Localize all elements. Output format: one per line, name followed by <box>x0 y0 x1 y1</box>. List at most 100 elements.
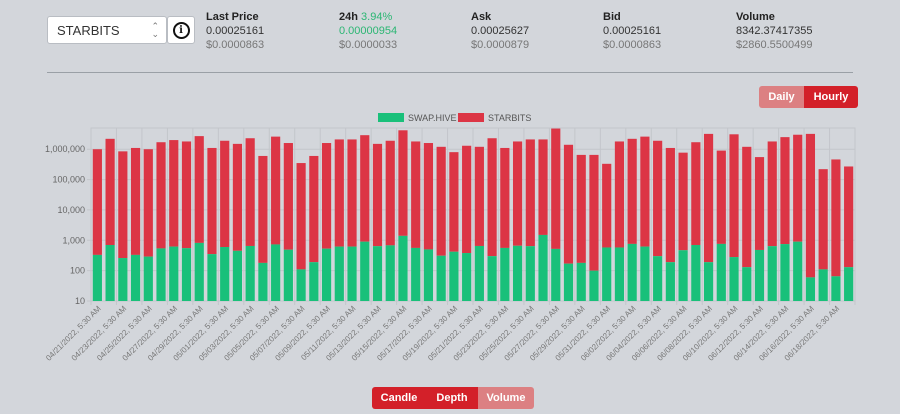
stat-label: Ask <box>471 11 492 23</box>
bar-swap-hive <box>487 256 497 301</box>
bar-starbits <box>334 139 344 247</box>
stat-bid: Bid 0.00025161 $0.0000863 <box>603 10 661 52</box>
y-tick-label: 100,000 <box>52 175 85 185</box>
bar-swap-hive <box>767 246 777 301</box>
bar-starbits <box>767 141 777 247</box>
bar-swap-hive <box>296 269 306 301</box>
candle-button[interactable]: Candle <box>372 387 426 409</box>
y-tick-label: 10,000 <box>57 205 85 215</box>
legend-swatch-swap-hive <box>378 113 404 122</box>
bar-swap-hive <box>754 249 765 301</box>
bar-starbits <box>449 152 459 252</box>
bar-swap-hive <box>462 253 472 301</box>
bar-swap-hive <box>551 248 561 301</box>
stat-ask: Ask 0.00025627 $0.0000879 <box>471 10 529 52</box>
bar-swap-hive <box>525 246 535 301</box>
bar-swap-hive <box>691 244 701 301</box>
bar-swap-hive <box>143 256 153 301</box>
bar-swap-hive <box>703 262 714 301</box>
stat-value: 0.00000954 <box>339 25 398 37</box>
bar-starbits <box>321 143 332 249</box>
y-tick-label: 1,000,000 <box>45 144 85 154</box>
bar-starbits <box>194 136 204 243</box>
bar-starbits <box>245 138 255 246</box>
bar-swap-hive <box>423 249 434 301</box>
bar-starbits <box>360 135 370 242</box>
bar-swap-hive <box>385 245 395 301</box>
bar-starbits <box>538 139 548 235</box>
bar-starbits <box>818 169 828 270</box>
bar-starbits <box>118 151 128 259</box>
bar-swap-hive <box>729 257 739 301</box>
bar-swap-hive <box>194 242 204 301</box>
bar-swap-hive <box>372 246 383 301</box>
bar-starbits <box>398 130 408 236</box>
stat-24h: 24h 3.94% 0.00000954 $0.0000033 <box>339 10 397 52</box>
stat-label: Volume <box>736 11 775 23</box>
volume-button[interactable]: Volume <box>478 387 534 409</box>
bar-starbits <box>793 134 803 242</box>
bar-swap-hive <box>640 246 650 301</box>
info-button[interactable]: i <box>167 16 195 44</box>
bar-starbits <box>576 154 586 263</box>
bar-starbits <box>487 138 497 257</box>
stat-label: 24h 3.94% <box>339 11 393 23</box>
bar-starbits <box>500 147 510 248</box>
bar-starbits <box>678 152 688 251</box>
stat-usd: $0.0000033 <box>339 39 398 51</box>
view-toggle: Candle Depth Volume <box>372 387 534 409</box>
bar-swap-hive <box>780 244 790 301</box>
bar-swap-hive <box>844 267 854 301</box>
bar-starbits <box>258 155 268 263</box>
stat-label: Bid <box>603 11 621 23</box>
bar-swap-hive <box>805 277 816 301</box>
bar-starbits <box>563 144 574 264</box>
depth-button[interactable]: Depth <box>426 387 478 409</box>
bar-swap-hive <box>589 270 599 301</box>
bar-swap-hive <box>653 256 663 301</box>
bar-starbits <box>385 140 395 246</box>
bar-swap-hive <box>793 241 803 301</box>
bar-swap-hive <box>130 254 141 301</box>
bar-starbits <box>423 143 434 250</box>
bar-swap-hive <box>614 247 625 301</box>
stat-value: 0.00025161 <box>603 25 662 37</box>
bar-swap-hive <box>207 254 217 301</box>
bar-swap-hive <box>576 262 586 301</box>
bar-swap-hive <box>283 249 293 301</box>
bar-swap-hive <box>156 248 166 301</box>
bar-starbits <box>130 147 141 255</box>
bar-starbits <box>551 128 561 249</box>
bar-starbits <box>436 146 446 256</box>
bar-swap-hive <box>398 235 408 301</box>
bar-starbits <box>754 157 765 250</box>
daily-button[interactable]: Daily <box>759 86 804 108</box>
bar-starbits <box>703 133 714 263</box>
bar-swap-hive <box>665 262 675 301</box>
bar-starbits <box>653 140 663 257</box>
bar-starbits <box>602 163 612 248</box>
bar-starbits <box>844 166 854 268</box>
bar-swap-hive <box>245 245 255 301</box>
bar-starbits <box>742 146 752 268</box>
bar-starbits <box>347 139 357 247</box>
bar-swap-hive <box>818 269 828 301</box>
stat-change: 3.94% <box>361 11 393 23</box>
bar-swap-hive <box>678 250 688 301</box>
bar-starbits <box>411 141 421 248</box>
token-select[interactable]: STARBITS ⌃ ⌄ <box>47 16 167 44</box>
hourly-button[interactable]: Hourly <box>804 86 858 108</box>
bar-swap-hive <box>321 248 332 301</box>
bar-swap-hive <box>232 250 243 301</box>
stat-usd: $2860.5500499 <box>736 39 813 51</box>
bar-starbits <box>143 149 153 257</box>
bar-swap-hive <box>474 245 484 301</box>
legend-swatch-starbits <box>458 113 484 122</box>
legend-label-swap-hive: SWAP.HIVE <box>408 113 457 123</box>
bar-swap-hive <box>360 241 370 301</box>
bar-starbits <box>640 136 650 247</box>
bar-starbits <box>691 142 701 245</box>
bar-swap-hive <box>92 254 102 301</box>
bar-swap-hive <box>831 276 841 301</box>
